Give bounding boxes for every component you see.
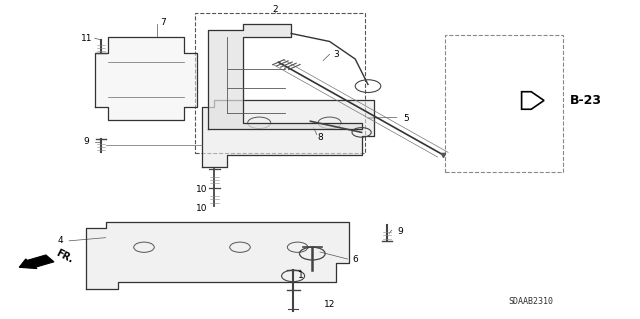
Text: 11: 11 (81, 34, 92, 43)
Text: 6: 6 (353, 256, 358, 264)
Text: B-23: B-23 (570, 94, 602, 107)
Text: 2: 2 (273, 5, 278, 14)
Text: 12: 12 (324, 300, 335, 309)
Text: SDAAB2310: SDAAB2310 (509, 297, 554, 306)
Text: 9: 9 (84, 137, 89, 146)
Text: 9: 9 (397, 227, 403, 236)
Bar (195, 13, 365, 153)
Text: 8: 8 (317, 133, 323, 142)
Polygon shape (202, 100, 374, 167)
Text: 3: 3 (333, 50, 339, 59)
Text: FR.: FR. (54, 248, 75, 265)
Polygon shape (95, 37, 197, 120)
Polygon shape (208, 24, 362, 129)
Text: 5: 5 (404, 114, 409, 122)
FancyArrow shape (19, 255, 54, 269)
Text: 10: 10 (196, 204, 207, 213)
Bar (445, 35, 563, 172)
Text: 7: 7 (161, 18, 166, 27)
Text: 1: 1 (298, 271, 303, 280)
Text: 4: 4 (58, 236, 63, 245)
Polygon shape (86, 222, 349, 289)
Text: 10: 10 (196, 185, 207, 194)
